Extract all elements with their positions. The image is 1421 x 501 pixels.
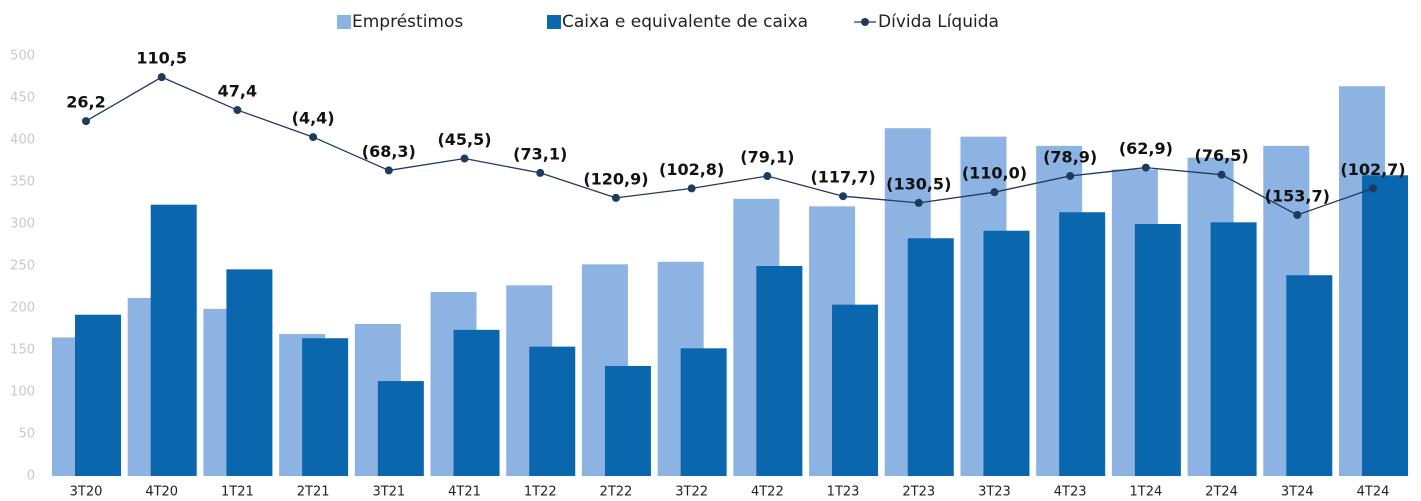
legend-label: Caixa e equivalente de caixa: [562, 12, 808, 32]
line-marker: [1217, 170, 1226, 179]
bar: [1362, 175, 1408, 476]
x-tick-label: 1T22: [524, 485, 557, 500]
x-tick-label: 4T22: [751, 485, 784, 500]
bar: [75, 314, 121, 476]
x-tick-label: 4T23: [1054, 485, 1087, 500]
bar: [529, 346, 576, 476]
x-tick-label: 1T21: [221, 485, 254, 500]
y-tick-label: 250: [10, 259, 35, 274]
data-label: (79,1): [740, 148, 794, 167]
line-marker: [687, 184, 696, 193]
line-marker: [763, 172, 772, 181]
data-label: 26,2: [66, 93, 105, 112]
x-tick-label: 2T22: [600, 485, 633, 500]
y-tick-label: 50: [18, 427, 35, 442]
data-label: (117,7): [810, 168, 875, 187]
bar: [453, 329, 500, 476]
data-label: (4,4): [292, 109, 335, 128]
y-tick-label: 200: [10, 301, 35, 316]
bar: [302, 338, 349, 476]
bar: [907, 238, 954, 476]
y-tick-label: 150: [10, 343, 35, 358]
line: [85, 76, 1374, 216]
line-marker: [82, 117, 90, 126]
line-marker: [839, 192, 848, 201]
bar: [832, 304, 879, 476]
legend-swatch: [547, 15, 561, 29]
bar: [226, 269, 273, 476]
y-tick-label: 400: [10, 133, 35, 148]
line-marker: [990, 188, 999, 197]
y-tick-label: 0: [27, 469, 35, 484]
data-label: (130,5): [886, 174, 951, 193]
line-marker: [1141, 163, 1150, 172]
y-tick-label: 450: [10, 91, 35, 106]
data-label: (78,9): [1043, 147, 1097, 166]
legend-marker: [861, 18, 869, 26]
line-marker: [233, 106, 242, 115]
data-label: (120,9): [583, 169, 648, 188]
x-tick-label: 2T23: [902, 485, 935, 500]
y-tick-label: 300: [10, 217, 35, 232]
x-tick-label: 4T21: [448, 485, 481, 500]
data-label: 47,4: [218, 82, 257, 101]
bar: [604, 365, 651, 476]
line-marker: [1293, 210, 1302, 219]
x-tick-label: 1T24: [1129, 485, 1162, 500]
x-tick-label: 4T20: [145, 485, 178, 500]
x-tick-label: 3T20: [70, 485, 103, 500]
data-label: (153,7): [1265, 186, 1330, 205]
legend-swatch: [337, 15, 351, 29]
data-label: (73,1): [513, 144, 567, 163]
bar: [983, 230, 1030, 476]
line-marker: [536, 168, 545, 177]
legend-label: Dívida Líquida: [878, 12, 999, 32]
bar: [1210, 222, 1257, 476]
data-label: (45,5): [437, 130, 491, 149]
data-label: (102,7): [1340, 160, 1405, 179]
line-marker: [1369, 184, 1377, 193]
data-label: (76,5): [1195, 146, 1249, 165]
bar: [756, 266, 803, 476]
line-marker: [914, 198, 923, 207]
legend-label: Empréstimos: [352, 12, 463, 32]
y-tick-label: 350: [10, 175, 35, 190]
x-tick-label: 3T23: [978, 485, 1011, 500]
x-tick-label: 3T24: [1281, 485, 1314, 500]
y-tick-label: 500: [10, 49, 35, 64]
y-tick-label: 100: [10, 385, 35, 400]
line-marker: [309, 133, 318, 142]
bar: [1134, 224, 1181, 476]
data-label: (68,3): [362, 142, 416, 161]
x-tick-label: 2T21: [297, 485, 330, 500]
line-marker: [1066, 171, 1075, 180]
x-tick-label: 1T23: [827, 485, 860, 500]
bar: [1059, 212, 1106, 477]
x-tick-label: 2T24: [1205, 485, 1238, 500]
x-tick-label: 4T24: [1357, 485, 1390, 500]
bar: [377, 381, 424, 476]
line-marker: [460, 154, 469, 163]
bar: [1286, 275, 1333, 476]
x-tick-label: 3T22: [675, 485, 708, 500]
line-marker: [611, 193, 620, 202]
line-marker: [157, 73, 166, 82]
bar: [680, 348, 727, 476]
data-label: (62,9): [1119, 139, 1173, 158]
line-marker: [384, 166, 393, 175]
data-label: (102,8): [659, 160, 724, 179]
x-tick-label: 3T21: [372, 485, 405, 500]
data-label: (110,0): [962, 164, 1027, 183]
bar: [150, 204, 197, 476]
data-label: 110,5: [136, 49, 187, 68]
